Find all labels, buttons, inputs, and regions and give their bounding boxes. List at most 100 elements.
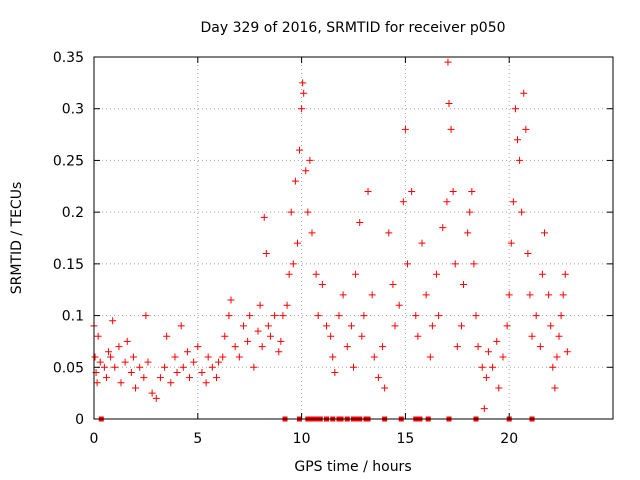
data-point <box>389 281 397 289</box>
data-point <box>522 125 530 133</box>
data-point <box>279 312 287 320</box>
data-point <box>474 343 482 351</box>
data-point <box>507 239 515 247</box>
data-point <box>368 291 376 299</box>
data-point <box>161 363 169 371</box>
data-point <box>480 405 488 413</box>
data-point <box>435 312 443 320</box>
data-point <box>231 343 239 351</box>
data-point <box>514 136 522 144</box>
data-point <box>549 363 557 371</box>
data-point <box>152 394 160 402</box>
data-point <box>472 312 480 320</box>
data-point <box>418 239 426 247</box>
data-point <box>412 312 420 320</box>
y-tick-label: 0.05 <box>53 360 84 376</box>
data-point <box>547 322 555 330</box>
data-point <box>555 332 563 340</box>
data-point <box>177 322 185 330</box>
data-point <box>391 322 399 330</box>
chart-title: Day 329 of 2016, SRMTID for receiver p05… <box>200 20 505 36</box>
data-point <box>308 229 316 237</box>
data-point <box>312 270 320 278</box>
data-point <box>163 332 171 340</box>
data-point <box>327 332 335 340</box>
x-tick-label: 5 <box>193 431 202 447</box>
data-point <box>285 270 293 278</box>
data-point <box>179 363 187 371</box>
data-point <box>422 291 430 299</box>
data-point <box>335 312 343 320</box>
data-point <box>144 358 152 366</box>
y-tick-label: 0.3 <box>62 102 84 118</box>
data-point <box>516 156 524 164</box>
data-point <box>260 213 268 221</box>
data-point <box>194 343 202 351</box>
data-point <box>478 363 486 371</box>
data-point <box>107 353 115 361</box>
data-point <box>215 358 223 366</box>
data-point <box>561 270 569 278</box>
data-point <box>227 296 235 304</box>
data-point <box>171 353 179 361</box>
data-point <box>314 312 322 320</box>
data-point <box>221 332 229 340</box>
data-point <box>557 312 565 320</box>
data-point <box>264 322 272 330</box>
data-point <box>173 368 181 376</box>
plot-frame <box>93 56 614 420</box>
data-point <box>239 322 247 330</box>
data-point <box>156 374 164 382</box>
x-axis-label: GPS time / hours <box>294 459 411 475</box>
data-point <box>100 363 108 371</box>
data-point <box>323 322 331 330</box>
data-point <box>271 312 279 320</box>
x-tick-label: 15 <box>396 431 414 447</box>
data-point <box>484 348 492 356</box>
data-point <box>350 363 357 371</box>
data-point <box>518 208 526 216</box>
data-point <box>559 291 567 299</box>
y-axis-ticks: 0 0.05 0.1 0.15 0.2 0.25 0.3 0.35 <box>53 50 613 428</box>
data-point <box>132 384 140 392</box>
y-axis-label: SRMTID / TECUs <box>9 182 25 295</box>
data-point <box>300 89 308 97</box>
data-point <box>262 250 270 258</box>
data-point <box>275 348 283 356</box>
data-point <box>277 337 285 345</box>
data-point <box>283 301 291 309</box>
data-point <box>105 348 113 356</box>
data-point <box>329 353 337 361</box>
data-point <box>370 353 378 361</box>
x-tick-label: 0 <box>90 431 99 447</box>
data-point <box>360 312 368 320</box>
data-point <box>439 224 447 232</box>
data-point <box>96 358 104 366</box>
data-point <box>466 208 474 216</box>
data-point <box>129 353 137 361</box>
data-point <box>202 379 210 387</box>
data-point <box>505 291 513 299</box>
data-point <box>489 363 497 371</box>
data-point <box>235 353 243 361</box>
data-point <box>185 374 193 382</box>
data-point <box>94 332 102 340</box>
y-tick-label: 0 <box>75 412 84 428</box>
data-point <box>470 260 478 268</box>
data-point <box>256 301 264 309</box>
data-point <box>352 270 360 278</box>
data-point <box>347 322 355 330</box>
data-point <box>115 343 123 351</box>
data-point <box>468 187 476 195</box>
data-point <box>93 379 101 387</box>
data-point <box>460 281 468 289</box>
data-point <box>381 384 389 392</box>
data-point <box>293 239 301 247</box>
data-point <box>318 281 326 289</box>
data-point <box>509 198 517 206</box>
data-point <box>385 229 393 237</box>
y-tick-label: 0.2 <box>62 205 84 221</box>
data-point <box>551 384 559 392</box>
data-point <box>287 208 295 216</box>
data-point <box>453 343 461 351</box>
